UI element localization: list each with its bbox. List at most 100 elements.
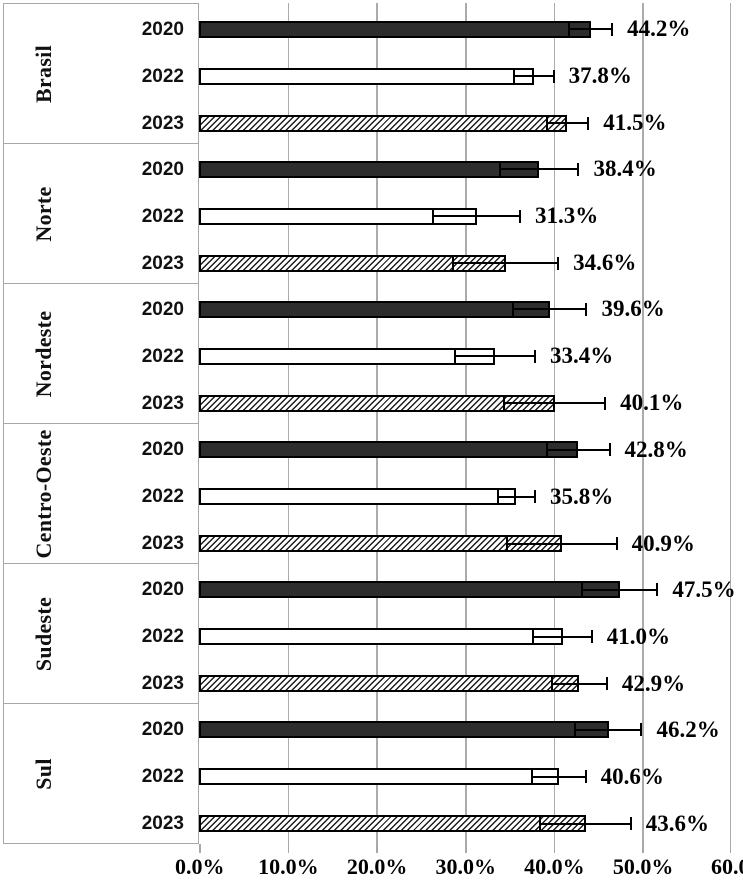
x-tick-label-30: 30.0% [435, 854, 497, 879]
year-label: 2022 [141, 626, 184, 647]
error-cap-high-centro-oeste-2022 [534, 490, 537, 503]
error-cap-high-norte-2023 [557, 256, 560, 270]
error-cap-low-brasil-2020 [567, 22, 570, 36]
year-label: 2020 [141, 439, 184, 460]
error-cap-high-brasil-2020 [611, 22, 614, 36]
error-cap-low-sudeste-2022 [532, 630, 535, 644]
error-whisker-centro-oeste-2023 [506, 542, 617, 545]
region-cell-sul: Sul 2020 2022 2023 [4, 704, 198, 843]
region-label: Sudeste [31, 596, 56, 671]
x-tick-label-10: 10.0% [258, 854, 319, 879]
error-cap-low-sul-2020 [573, 723, 576, 737]
region-label: Sul [31, 757, 56, 790]
year-label: 2020 [141, 299, 184, 320]
x-tick-60 [729, 844, 731, 853]
year-label: 2023 [141, 673, 184, 694]
error-cap-high-sudeste-2023 [605, 677, 608, 691]
gridline-60 [729, 3, 731, 844]
gridline-20 [376, 3, 378, 844]
value-label-centro-oeste-2020: 42.8% [624, 436, 688, 462]
year-label: 2023 [141, 253, 184, 274]
year-label: 2020 [141, 159, 184, 180]
value-label-brasil-2023: 41.5% [603, 110, 667, 135]
error-whisker-centro-oeste-2020 [546, 448, 610, 451]
error-cap-high-norte-2020 [577, 162, 580, 176]
bar-brasil-2022 [199, 67, 535, 85]
region-cell-centro-oeste: Centro-Oeste 2020 2022 2023 [4, 424, 198, 564]
error-cap-high-centro-oeste-2020 [608, 443, 611, 456]
error-whisker-brasil-2022 [513, 75, 554, 77]
plot-area: 44.2% 37.8% 41.5% 38.4% 31.3% 34.6% 39.6% 33.4%… [199, 3, 736, 844]
bar-brasil-2020 [199, 20, 591, 38]
year-label: 2022 [141, 206, 184, 227]
bar-nordeste-2022 [199, 347, 496, 365]
bar-sul-2023 [199, 815, 586, 833]
year-label: 2020 [141, 579, 184, 600]
error-whisker-sul-2022 [531, 775, 586, 778]
gridline-10 [287, 3, 290, 844]
x-tick-10 [287, 844, 290, 853]
error-whisker-norte-2023 [453, 262, 559, 265]
error-whisker-brasil-2020 [568, 28, 613, 30]
x-tick-label-20: 20.0% [346, 854, 408, 879]
value-label-nordeste-2023: 40.1% [620, 390, 684, 416]
value-label-sudeste-2022: 41.0% [606, 623, 671, 649]
bar-sudeste-2022 [199, 628, 563, 646]
value-label-centro-oeste-2022: 35.8% [550, 483, 614, 509]
error-cap-low-nordeste-2023 [503, 396, 505, 410]
error-cap-high-nordeste-2023 [604, 396, 607, 410]
value-label-sul-2020: 46.2% [656, 716, 720, 742]
year-label: 2020 [141, 719, 184, 740]
error-cap-low-brasil-2023 [545, 116, 548, 130]
value-label-sudeste-2020: 47.5% [672, 576, 736, 602]
region-cell-brasil: Brasil 2020 2022 2023 [4, 4, 198, 144]
value-label-brasil-2022: 37.8% [568, 63, 632, 88]
year-label: 2020 [141, 19, 184, 40]
value-label-sudeste-2023: 42.9% [621, 670, 686, 696]
error-whisker-nordeste-2023 [504, 402, 606, 405]
error-whisker-sul-2023 [540, 822, 631, 825]
x-tick-label-60: 60.0 [711, 854, 743, 879]
error-whisker-sudeste-2020 [582, 588, 658, 591]
error-cap-high-nordeste-2020 [585, 302, 588, 316]
bar-nordeste-2020 [199, 300, 551, 318]
error-cap-high-nordeste-2022 [534, 349, 537, 363]
value-label-norte-2023: 34.6% [573, 250, 637, 276]
error-cap-low-norte-2023 [452, 256, 455, 270]
x-tick-label-0: 0.0% [175, 854, 225, 879]
bar-norte-2023 [199, 254, 506, 272]
region-label: Brasil [31, 44, 56, 103]
error-whisker-sudeste-2022 [533, 635, 592, 638]
value-label-centro-oeste-2023: 40.9% [631, 530, 695, 556]
error-cap-low-centro-oeste-2020 [545, 443, 548, 456]
error-cap-high-sul-2020 [640, 723, 643, 737]
error-whisker-sul-2020 [574, 728, 642, 731]
error-cap-low-norte-2022 [432, 209, 435, 223]
bar-norte-2020 [199, 160, 540, 178]
error-cap-high-sudeste-2022 [590, 630, 593, 644]
value-label-nordeste-2022: 33.4% [550, 343, 614, 369]
error-cap-low-centro-oeste-2023 [505, 537, 508, 550]
value-label-sul-2023: 43.6% [645, 810, 710, 836]
error-whisker-norte-2022 [433, 215, 520, 218]
error-whisker-centro-oeste-2022 [497, 495, 536, 498]
region-label: Norte [31, 185, 56, 242]
year-label: 2022 [141, 66, 184, 87]
error-cap-high-brasil-2022 [552, 69, 555, 83]
error-cap-high-brasil-2023 [587, 116, 590, 130]
error-cap-low-brasil-2022 [512, 69, 515, 83]
bar-nordeste-2023 [199, 394, 555, 412]
bar-centro-oeste-2023 [199, 535, 562, 552]
error-cap-low-sul-2022 [530, 770, 533, 784]
x-tick-0 [199, 844, 201, 853]
year-label: 2023 [141, 393, 184, 414]
x-tick-20 [376, 844, 378, 853]
value-label-norte-2022: 31.3% [534, 203, 599, 229]
bar-sul-2020 [199, 721, 609, 739]
error-whisker-sudeste-2023 [551, 682, 607, 685]
gridline-40 [553, 3, 556, 844]
x-tick-50 [642, 844, 644, 853]
bar-sudeste-2023 [199, 675, 580, 693]
error-cap-low-sul-2023 [539, 817, 542, 831]
